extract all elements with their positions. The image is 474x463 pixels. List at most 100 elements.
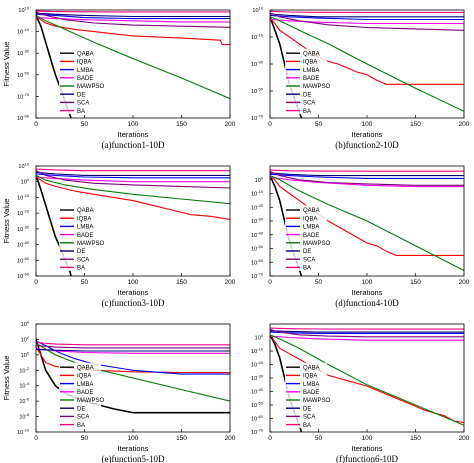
y-tick-label: 1010 [18,6,29,15]
y-axis-label: Fitness Value [2,199,11,244]
legend-label: MAWPSO [303,241,330,247]
legend-label: MAWPSO [77,398,104,404]
legend-bg [59,411,101,420]
y-tick-label: 10-20 [17,209,30,218]
y-tick-label: 10-10 [251,189,264,198]
series-line-bade [270,18,464,25]
y-tick-label: 10-10 [17,193,30,202]
legend-bg [59,81,101,90]
chart-panel: 0 50 100 150 200 1010 10-10 10-30 10-50 10-70 10-9… [2,6,236,151]
legend-bg [285,246,327,255]
series-line-sca [270,170,464,186]
legend-label: IQBA [303,60,317,66]
legend-bg [285,379,327,388]
legend-label: IQBA [77,374,91,380]
y-tick-label: 10-8 [19,412,29,421]
legend-bg [285,97,327,106]
y-tick-label: 10-30 [251,60,264,69]
legend-bg [285,395,327,404]
x-tick-label: 200 [459,279,470,286]
x-tick-label: 50 [315,435,323,442]
series-line-bade [270,335,464,341]
legend-bg [59,238,101,247]
y-tick-label: 104 [21,320,30,329]
series-line-bade [270,176,464,188]
legend-bg [59,403,101,412]
y-tick-label: 10-50 [251,87,264,96]
legend-label: BADE [77,390,93,396]
legend-label: DE [77,92,85,98]
legend-label: BA [303,266,311,272]
series-line-sca [270,12,464,31]
y-tick-label: 10-10 [251,347,264,356]
legend-label: SCA [77,415,89,421]
series-line-lmba [270,173,464,179]
y-tick-label: 10-70 [251,272,264,281]
legend-label: IQBA [303,216,317,222]
series-line-ba [36,168,230,172]
legend-bg [59,97,101,106]
legend-bg [285,411,327,420]
y-tick-label: 10-50 [251,401,264,410]
y-tick-label: 10-2 [19,366,29,375]
y-tick-label: 100 [21,350,30,359]
x-tick-label: 150 [176,279,187,286]
series-line-lmba [36,173,230,179]
series-line-iqba [270,175,464,256]
series-group [36,10,230,118]
series-line-de [36,348,230,352]
series-group [36,339,230,414]
series-line-iqba [270,17,464,85]
x-axis-label: Iterations [352,444,383,453]
y-tick-label: 100 [255,175,264,184]
legend: QABA IQBA LMBA BADE MAWPSO DE SCA BA [285,48,330,115]
legend-bg [285,230,327,239]
series-line-lmba [36,13,230,20]
legend-label: DE [77,249,85,255]
chart-panel: 0 50 100 150 200 100 10-10 10-20 10-30 10-40 10-50… [251,323,470,463]
legend-label: BA [303,109,311,115]
legend-label: DE [303,92,311,98]
legend-label: SCA [303,257,315,263]
legend-label: BADE [303,233,319,239]
legend-label: DE [303,249,311,255]
y-tick-label: 10-60 [251,258,264,267]
legend-label: BADE [77,233,93,239]
legend-bg [285,238,327,247]
panel-caption: (a)function1-10D [102,140,165,150]
legend-bg [285,254,327,263]
chart-panel: 0 50 100 150 200 1010 100 10-10 10-20 10-30 10-40 1… [2,162,236,309]
x-axis-label: Iterations [118,130,149,139]
x-tick-label: 0 [34,279,38,286]
legend-bg [285,420,327,429]
y-tick-label: 10-20 [251,203,264,212]
legend-label: BA [77,109,85,115]
y-tick-label: 10-90 [17,114,30,123]
y-tick-label: 100 [21,177,30,186]
legend-label: LMBA [77,68,93,74]
legend-bg [59,370,101,379]
x-tick-label: 100 [128,121,139,128]
x-tick-label: 50 [315,121,323,128]
x-tick-label: 150 [410,435,421,442]
panel-caption: (e)function5-10D [102,454,165,463]
legend-label: MAWPSO [303,84,330,90]
panel-caption: (f)function6-10D [336,454,398,463]
x-tick-label: 100 [128,279,139,286]
series-line-bade [36,176,230,183]
legend: QABA IQBA LMBA BADE MAWPSO DE SCA BA [59,362,104,429]
series-group [270,10,464,118]
legend-label: QABA [303,208,320,214]
legend-bg [285,370,327,379]
legend-label: SCA [77,257,89,263]
series-line-de [270,13,464,18]
series-line-iqba [36,16,230,46]
legend-label: QABA [303,365,320,371]
x-tick-label: 50 [315,279,323,286]
series-line-de [270,330,464,333]
legend-bg [59,65,101,74]
legend-label: DE [303,406,311,412]
legend-bg [59,213,101,222]
y-axis-label: Fitness Value [2,356,11,401]
